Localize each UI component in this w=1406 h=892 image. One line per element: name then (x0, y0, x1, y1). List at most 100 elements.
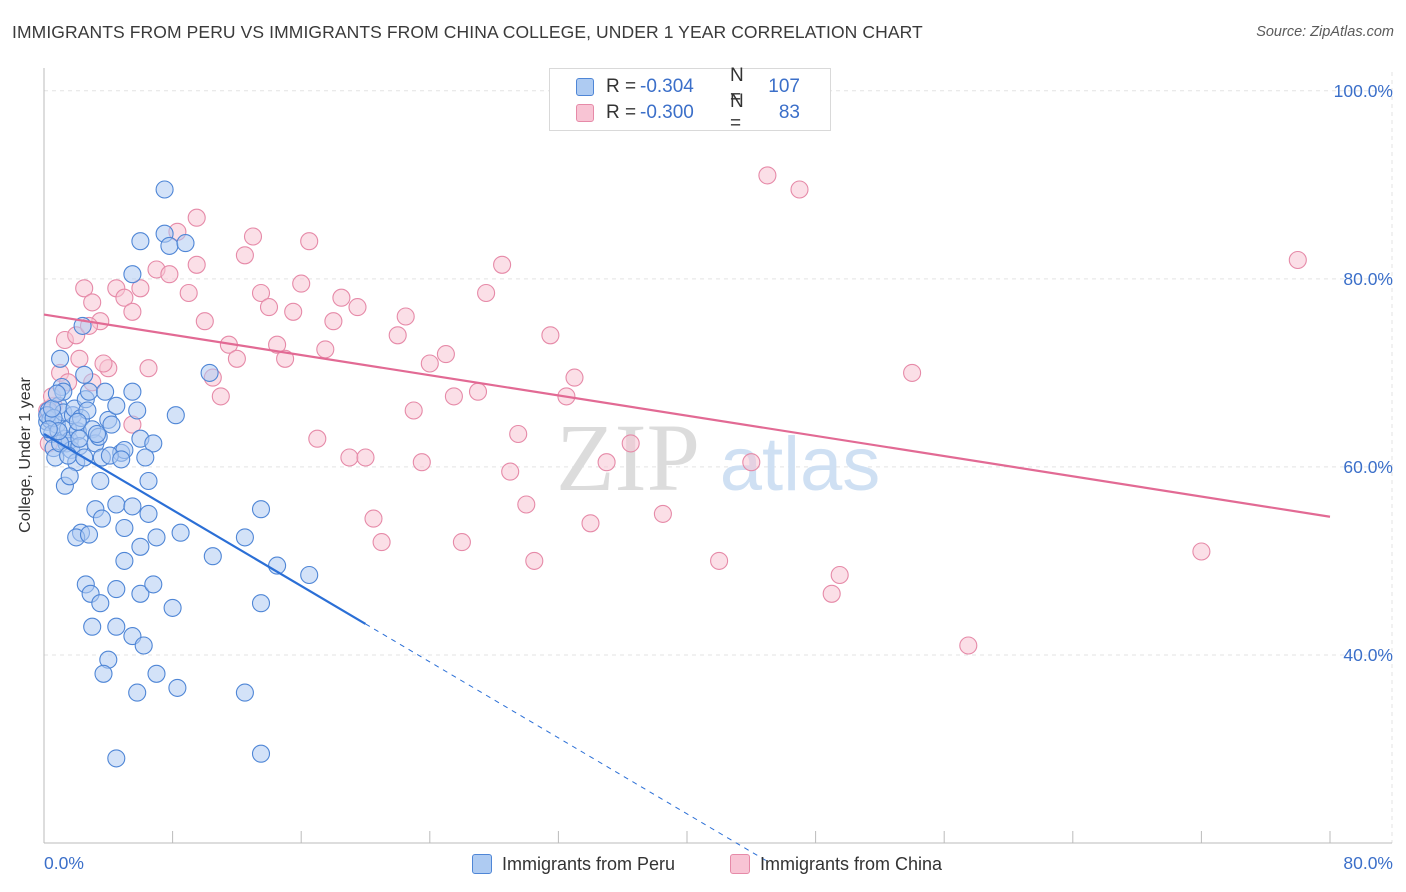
china-point (444, 387, 463, 406)
peru-point (107, 396, 126, 415)
china-point (1192, 542, 1211, 561)
peru-point (107, 617, 126, 636)
china-point (195, 312, 214, 331)
peru-point (79, 382, 99, 401)
peru-point (200, 363, 219, 382)
china-point (396, 307, 415, 326)
china-point (581, 514, 600, 533)
china-point (115, 288, 134, 307)
china-point (292, 274, 311, 293)
peru-point (136, 448, 155, 467)
peru-point (171, 523, 190, 542)
china-point (822, 584, 841, 603)
china-point (412, 453, 431, 472)
peru-point (115, 518, 134, 538)
peru-point (107, 749, 126, 768)
peru-point (115, 551, 134, 570)
peru-point (251, 744, 271, 763)
china-r-value: -0.300 (640, 102, 694, 123)
peru-point (107, 495, 126, 514)
peru-point (87, 424, 107, 444)
peru-point (91, 594, 110, 613)
trend-lines (43, 313, 1331, 862)
china-point (179, 283, 198, 303)
china-point (565, 368, 584, 387)
series-peru-points (38, 180, 319, 768)
peru-point (112, 450, 131, 469)
china-legend-swatch (730, 854, 750, 874)
china-point (348, 298, 367, 317)
peru-point (123, 382, 142, 401)
china-point (284, 302, 303, 321)
peru-point (68, 412, 87, 431)
china-point (131, 279, 150, 298)
china-point (493, 255, 512, 274)
china-point (420, 354, 439, 373)
peru-point (128, 683, 147, 702)
peru-point (96, 382, 115, 401)
china-point (372, 533, 391, 552)
china-point (227, 349, 246, 368)
peru-point (91, 471, 110, 491)
china-point (211, 387, 230, 406)
china-point (525, 551, 544, 570)
china-point (404, 401, 423, 420)
china-point (308, 429, 327, 448)
peru-point (128, 401, 147, 420)
china-point (903, 363, 922, 382)
peru-point (139, 504, 158, 523)
legend-item-china[interactable]: Immigrants from China (730, 852, 942, 876)
peru-point (300, 565, 319, 585)
chart-title: IMMIGRANTS FROM PERU VS IMMIGRANTS FROM … (12, 22, 923, 42)
peru-point (39, 420, 58, 439)
y-tick-label: 40.0% (1343, 645, 1393, 665)
china-point (160, 265, 179, 284)
china-point (332, 288, 351, 307)
china-point (621, 434, 640, 453)
china-point (187, 255, 206, 274)
peru-point (134, 636, 153, 655)
china-point (597, 453, 616, 472)
peru-point (51, 349, 70, 368)
china-point (356, 448, 375, 467)
china-point (388, 326, 407, 345)
peru-point (83, 617, 102, 636)
china-point (187, 208, 206, 227)
peru-point (203, 547, 222, 566)
tick-labels: 100.0% 80.0% 60.0% 40.0% 0.0% 80.0% (44, 81, 1393, 873)
peru-point (79, 525, 99, 544)
china-point (251, 283, 271, 303)
watermark-zip: ZIP (556, 404, 700, 511)
zipatlas-watermark: ZIP atlas (556, 404, 880, 511)
series-china-points (38, 166, 1307, 655)
peru-point (131, 584, 150, 603)
peru-point (42, 399, 62, 418)
china-point (1288, 250, 1307, 270)
peru-point (144, 575, 163, 594)
peru-point (168, 678, 187, 697)
peru-point (107, 580, 126, 599)
y-tick-label: 80.0% (1343, 269, 1393, 289)
china-swatch (576, 104, 594, 122)
china-point (517, 495, 536, 514)
china-point (501, 462, 520, 481)
china-point (300, 232, 319, 251)
china-point (324, 312, 343, 331)
peru-point (163, 598, 182, 617)
y-tick-label: 60.0% (1343, 457, 1393, 477)
peru-point (166, 406, 185, 425)
china-n-value: 83 (778, 102, 800, 123)
china-point (742, 453, 761, 472)
china-point (83, 293, 102, 312)
peru-point (147, 664, 166, 683)
legend-item-peru[interactable]: Immigrants from Peru (472, 852, 675, 876)
china-point (94, 354, 113, 373)
china-point (70, 349, 89, 368)
peru-point (94, 664, 113, 683)
peru-point (160, 236, 179, 255)
china-point (653, 504, 672, 523)
peru-point (47, 384, 66, 403)
peru-swatch (576, 78, 594, 96)
peru-point (139, 471, 158, 491)
china-point (340, 448, 359, 467)
